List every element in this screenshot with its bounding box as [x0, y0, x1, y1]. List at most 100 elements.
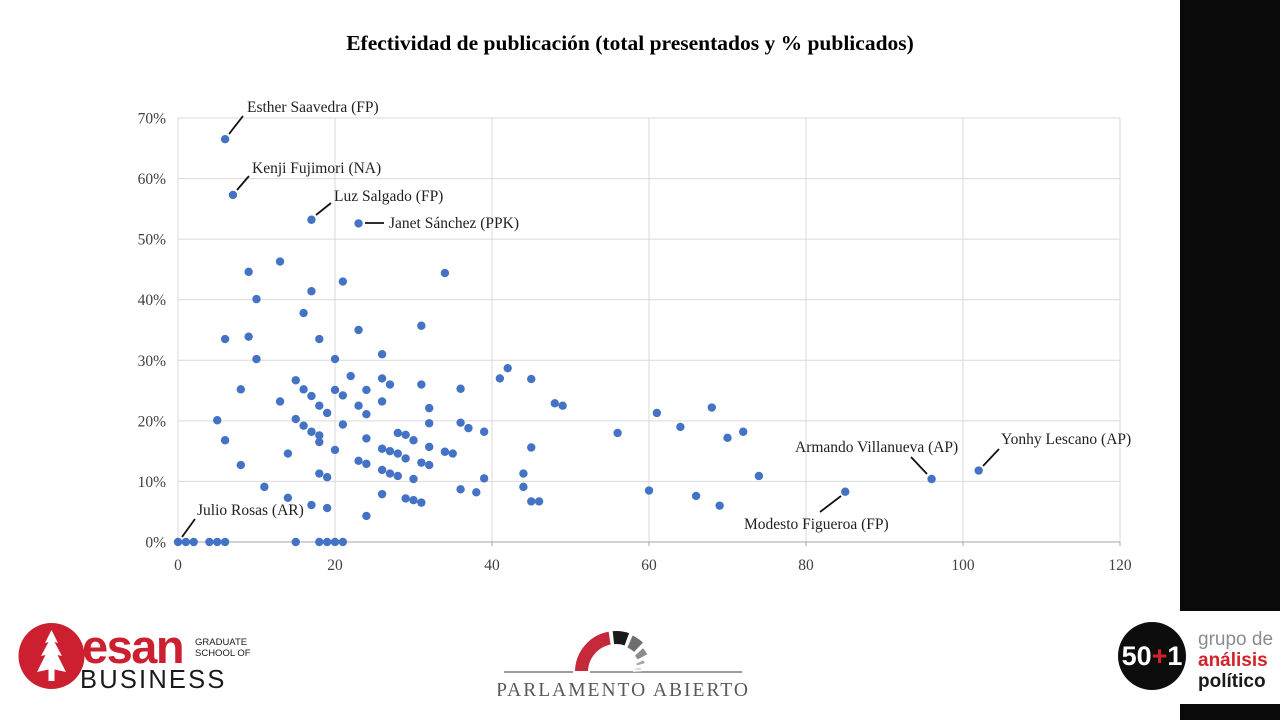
data-point — [417, 498, 426, 507]
data-point — [213, 416, 222, 425]
data-point — [362, 409, 371, 419]
annotated-data-point — [927, 474, 936, 484]
data-point — [181, 537, 191, 547]
annotated-data-point — [220, 135, 230, 144]
data-point — [362, 434, 371, 443]
data-point — [401, 454, 410, 463]
data-point — [213, 537, 222, 547]
right-edge-decoration-bottom — [1180, 704, 1280, 720]
hemicycle-arc-segment — [572, 629, 613, 673]
data-point — [401, 430, 410, 439]
annotation-leader-line — [181, 518, 196, 538]
data-point — [707, 403, 716, 412]
annotation-leader-line — [228, 115, 244, 135]
data-point — [330, 354, 340, 364]
data-point — [644, 486, 654, 495]
data-point — [322, 537, 332, 547]
data-point — [425, 403, 434, 413]
hemicycle-arc-segment — [633, 657, 648, 668]
annotated-data-point — [841, 487, 850, 496]
x-axis-tick-label: 0 — [174, 557, 182, 574]
data-point — [299, 308, 308, 318]
gap-text-analisis: análisis — [1198, 650, 1268, 671]
data-point — [425, 419, 434, 428]
data-point — [244, 267, 253, 277]
data-point — [275, 257, 285, 266]
data-point — [754, 471, 764, 481]
y-axis-tick-label: 0% — [145, 535, 166, 552]
data-point — [479, 427, 489, 436]
data-point — [315, 334, 324, 344]
annotation-label: Luz Salgado (FP) — [334, 188, 443, 205]
x-axis-tick-label: 20 — [327, 557, 343, 574]
data-point — [440, 268, 450, 278]
data-point — [220, 334, 230, 344]
data-point — [495, 374, 505, 383]
data-point — [479, 474, 489, 483]
esan-tagline-line2: SCHOOL OF — [195, 648, 251, 659]
data-point — [417, 321, 426, 330]
data-point — [377, 444, 387, 453]
data-point — [322, 472, 332, 482]
parlamento-abierto-label: PARLAMENTO ABIERTO — [498, 680, 748, 701]
fifty-plus-one-badge — [1118, 622, 1186, 690]
x-axis-tick-label: 60 — [641, 557, 657, 574]
data-point — [401, 494, 410, 503]
right-edge-decoration-top — [1180, 0, 1280, 611]
data-point — [409, 436, 418, 445]
data-point — [715, 501, 724, 510]
data-point — [189, 537, 198, 547]
y-axis-tick-label: 40% — [138, 292, 167, 309]
data-point — [519, 469, 528, 478]
x-axis-tick-label: 80 — [798, 557, 814, 574]
scatter-chart: 0% 10% 20% 30% 40% 50% 60% 70% 0 20 40 60 80 100 120 Es… — [138, 99, 1132, 574]
data-point — [417, 380, 426, 389]
data-point — [354, 325, 363, 335]
data-point — [220, 436, 230, 445]
data-point — [652, 408, 662, 418]
data-point — [393, 449, 402, 458]
data-point — [260, 482, 269, 492]
data-point — [409, 496, 418, 505]
annotation-label: Yonhy Lescano (AP) — [1001, 431, 1131, 448]
annotation-leader-line — [910, 456, 928, 475]
data-point — [527, 497, 536, 506]
parlamento-abierto-logo: PARLAMENTO ABIERTO — [496, 615, 748, 707]
data-point — [338, 277, 348, 286]
data-point — [456, 384, 465, 393]
annotated-data-point — [228, 190, 238, 200]
data-point — [338, 420, 348, 429]
data-point — [291, 537, 300, 547]
data-point — [448, 449, 457, 458]
data-point — [205, 537, 214, 547]
data-point — [291, 376, 300, 385]
data-point — [346, 371, 355, 381]
data-point — [299, 421, 308, 430]
data-point — [330, 445, 340, 455]
data-point — [519, 482, 528, 492]
hemicycle-arc-segment — [610, 629, 632, 648]
data-point — [244, 332, 253, 341]
data-point — [503, 363, 512, 373]
y-axis-tick-label: 20% — [138, 413, 167, 430]
data-point — [307, 500, 316, 510]
data-point — [291, 414, 300, 424]
data-point — [315, 537, 324, 547]
hemicycle-arc-segment — [632, 665, 644, 672]
data-point — [354, 456, 363, 466]
data-point — [283, 493, 293, 502]
x-axis-tick-label: 40 — [484, 557, 500, 574]
data-point — [691, 491, 701, 501]
data-point — [307, 391, 316, 401]
hemicycle-arc-segment — [624, 632, 646, 655]
annotation-label: Janet Sánchez (PPK) — [389, 215, 519, 232]
annotated-data-point — [307, 215, 316, 224]
data-point — [252, 294, 261, 304]
data-point — [338, 391, 348, 400]
data-point — [362, 459, 371, 469]
data-point — [527, 374, 536, 384]
annotation-leader-line — [236, 175, 250, 191]
data-point — [377, 489, 387, 499]
hemicycle-arc-segment — [632, 645, 651, 663]
